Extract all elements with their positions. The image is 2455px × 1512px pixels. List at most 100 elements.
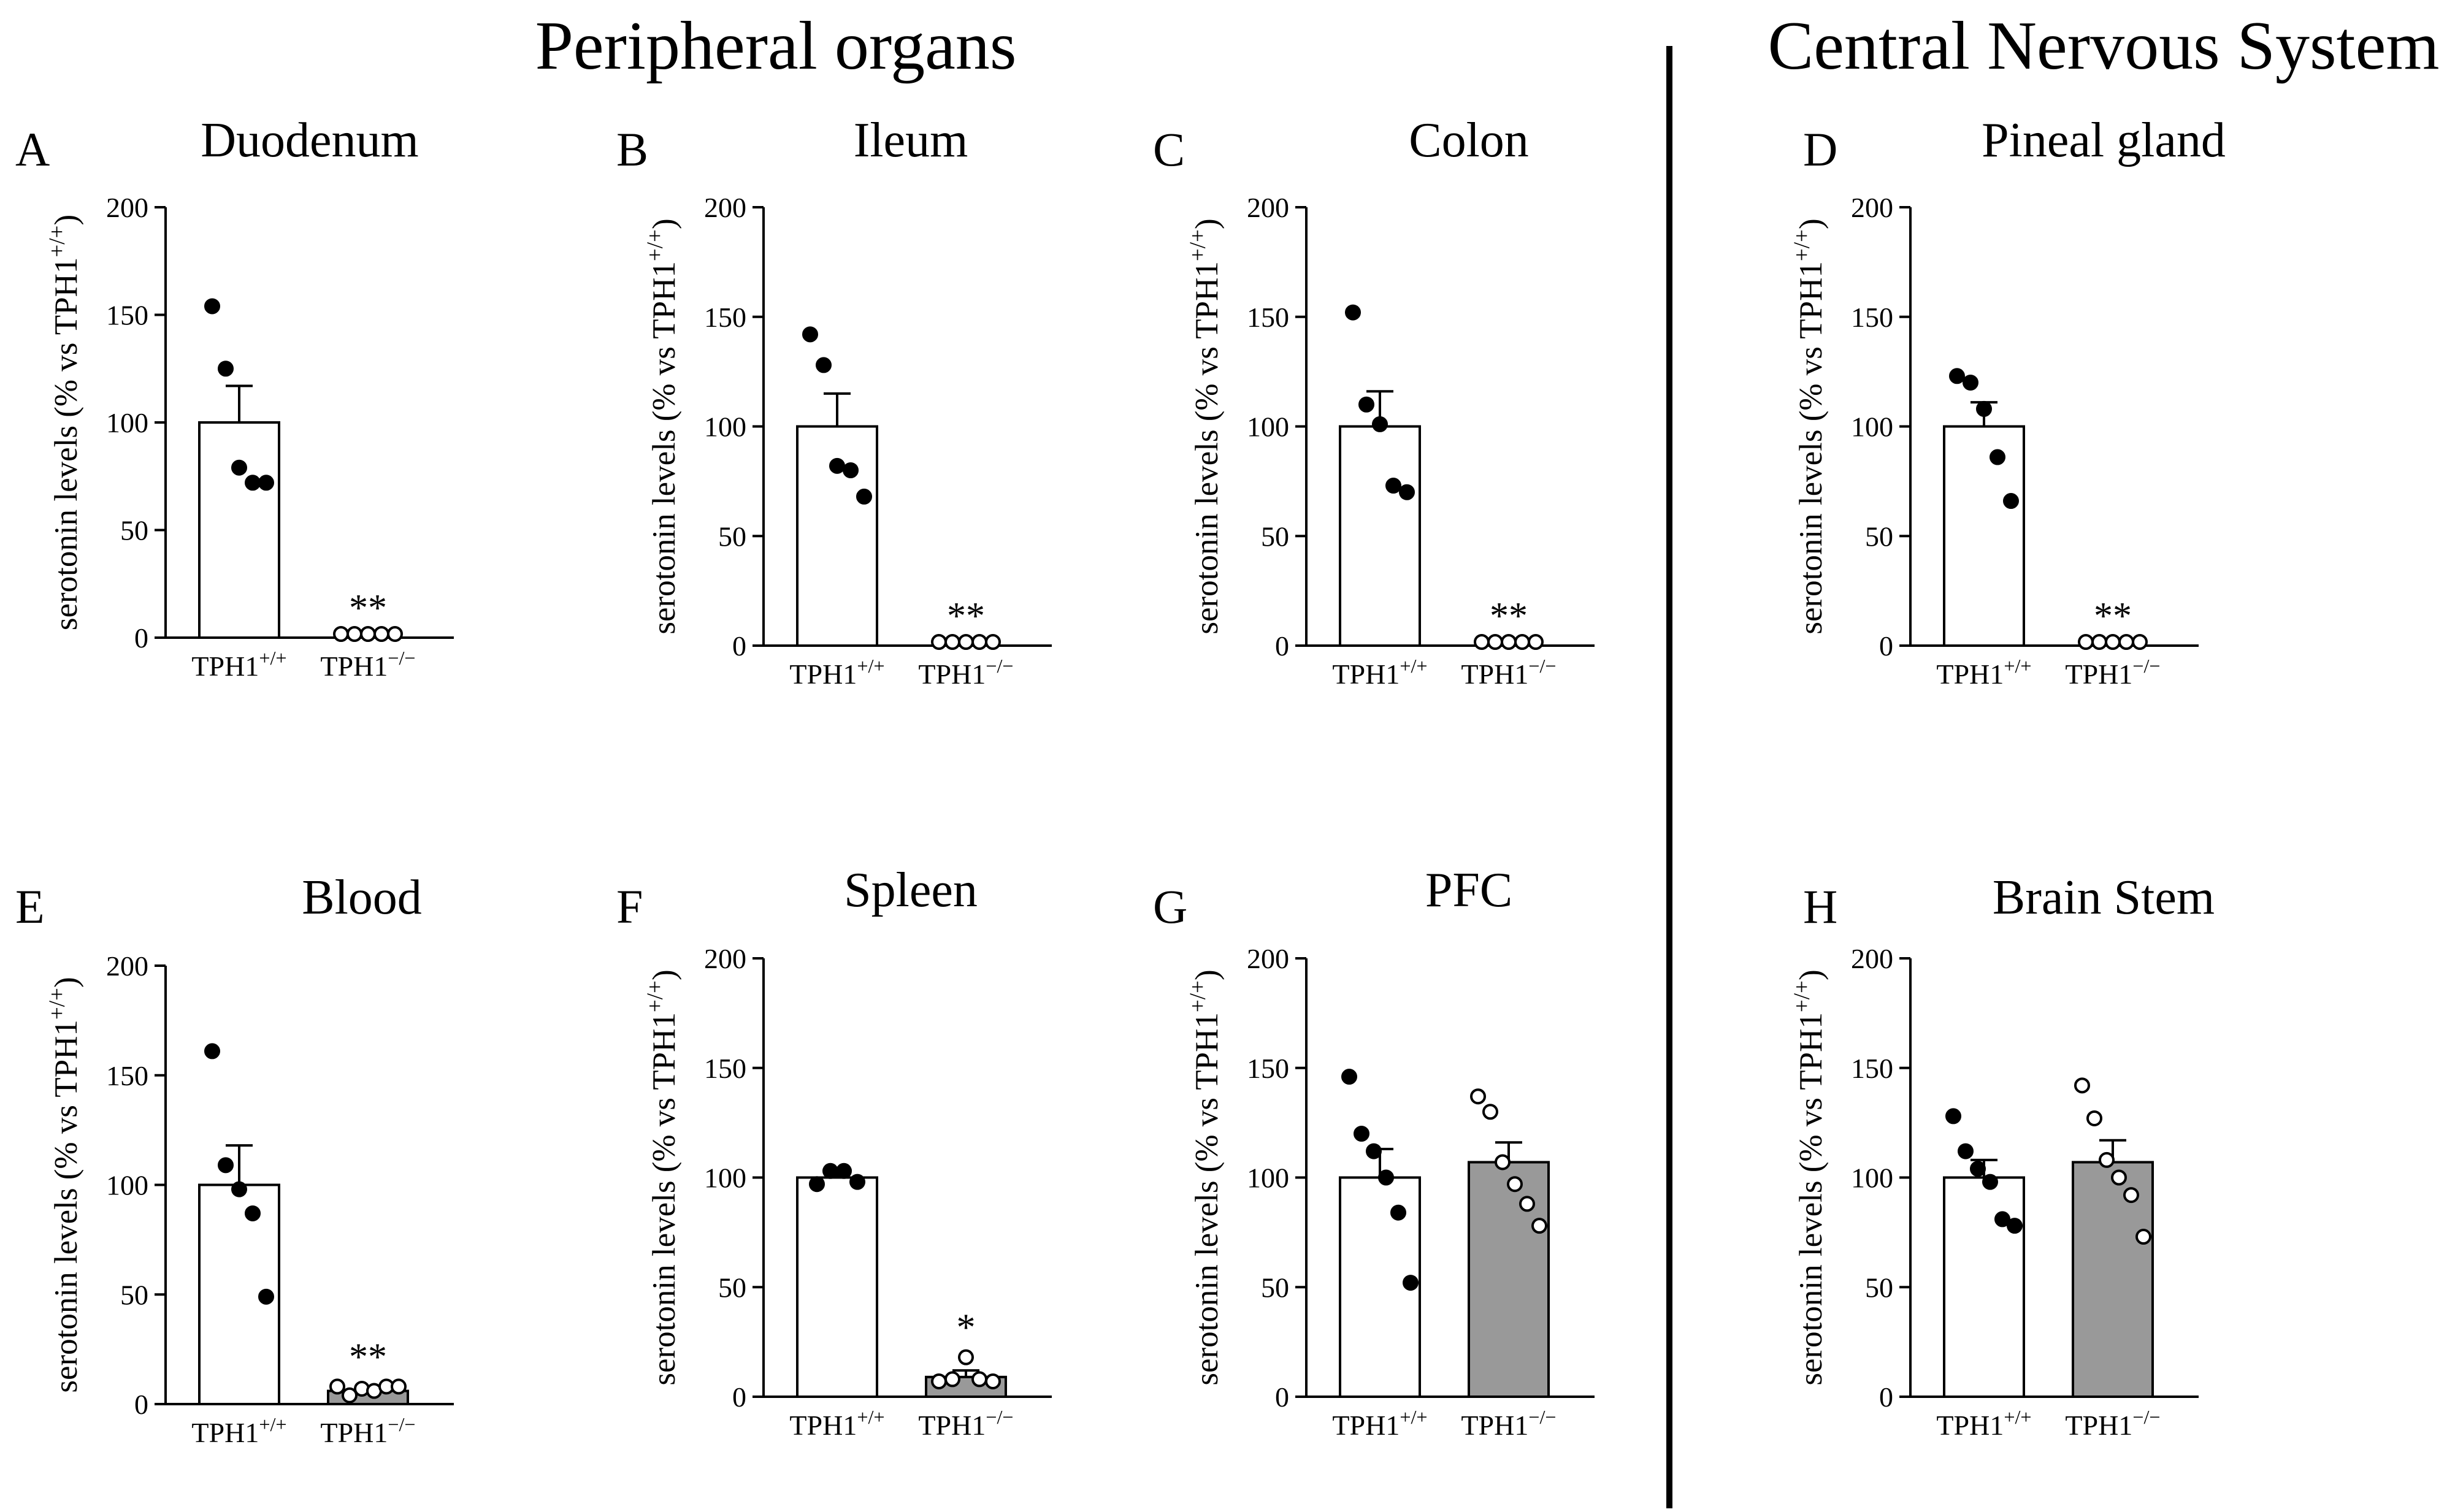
data-point (1507, 1176, 1523, 1193)
data-point (1358, 396, 1374, 413)
data-point (2091, 634, 2107, 650)
chart-panel-b: B Ileum serotonin levels (% vs TPH1+/+) 0 50… (616, 113, 1052, 690)
data-point (958, 634, 974, 650)
significance-marker: * (957, 1307, 976, 1349)
y-tick-label: 50 (1865, 1272, 1893, 1303)
data-point (849, 1174, 865, 1190)
y-tick-label: 0 (134, 622, 148, 654)
chart-panel-a: A Duodenum serotonin levels (% vs TPH1+/+)… (15, 113, 454, 682)
y-axis-label: serotonin levels (% vs TPH1+/+) (643, 969, 683, 1385)
y-tick-label: 50 (120, 515, 148, 546)
data-point (347, 626, 362, 642)
panel-title: Ileum (854, 113, 968, 167)
data-point (985, 1373, 1001, 1389)
data-point (218, 361, 234, 377)
panel-letter: G (1153, 880, 1187, 933)
data-point (2078, 634, 2094, 650)
x-category-label: TPH1−/− (320, 647, 415, 682)
data-point (2123, 1187, 2139, 1204)
bar (1943, 1176, 2025, 1398)
panel-title: PFC (1425, 863, 1512, 917)
panel-title: Spleen (844, 863, 978, 917)
panel-letter: D (1803, 123, 1837, 176)
panel-letter: C (1153, 123, 1185, 176)
data-point (1531, 1218, 1547, 1234)
y-tick-label: 100 (1851, 1163, 1893, 1194)
y-tick-label: 200 (1851, 192, 1893, 223)
data-point (391, 1378, 407, 1395)
data-point (333, 626, 349, 642)
data-point (1341, 1069, 1357, 1085)
x-category-label: TPH1+/+ (789, 1406, 884, 1441)
x-category-label: TPH1+/+ (1332, 655, 1427, 690)
y-tick-label: 200 (106, 192, 148, 223)
x-category-label: TPH1+/+ (1332, 1406, 1427, 1441)
y-tick-label: 150 (1851, 1053, 1893, 1084)
x-category-label: TPH1−/− (918, 655, 1013, 690)
x-category-label: TPH1−/− (1461, 655, 1556, 690)
bar (796, 1176, 878, 1398)
y-tick-label: 150 (1851, 302, 1893, 333)
data-point (245, 475, 261, 491)
data-point (1514, 634, 1530, 650)
data-point (1345, 304, 1361, 321)
x-category-label: TPH1+/+ (1936, 1406, 2031, 1441)
panel-title: Duodenum (201, 113, 419, 167)
y-tick-label: 200 (1851, 943, 1893, 974)
y-tick-label: 100 (1851, 411, 1893, 443)
panel-title: Blood (302, 871, 422, 925)
y-axis-label: serotonin levels (% vs TPH1+/+) (1790, 969, 1829, 1385)
data-point (1482, 1104, 1498, 1120)
data-point (931, 1373, 947, 1389)
significance-marker: ** (349, 587, 387, 629)
y-tick-label: 150 (704, 302, 746, 333)
data-point (802, 326, 818, 343)
y-axis-label: serotonin levels (% vs TPH1+/+) (45, 215, 85, 630)
data-point (1976, 400, 1992, 417)
x-category-label: TPH1−/− (2065, 655, 2160, 690)
y-tick-label: 0 (1879, 630, 1893, 662)
data-point (1487, 634, 1503, 650)
data-point (944, 1371, 960, 1388)
data-point (329, 1378, 345, 1395)
y-tick-label: 150 (1247, 1053, 1289, 1084)
y-tick-label: 150 (704, 1053, 746, 1084)
data-point (2135, 1229, 2151, 1245)
data-point (1403, 1275, 1419, 1291)
panel-title: Pineal gland (1982, 113, 2226, 167)
data-point (829, 457, 845, 474)
data-point (1366, 1143, 1382, 1159)
x-category-label: TPH1−/− (1461, 1406, 1556, 1441)
y-tick-label: 100 (1247, 411, 1289, 443)
data-point (218, 1157, 234, 1174)
y-tick-label: 50 (1261, 521, 1289, 552)
chart-panel-h: H Brain Stem serotonin levels (% vs TPH1+/… (1790, 871, 2215, 1441)
data-point (1372, 416, 1388, 432)
data-point (1519, 1196, 1535, 1212)
y-tick-label: 50 (1865, 521, 1893, 552)
bar (1943, 425, 2025, 647)
data-point (1474, 634, 1490, 650)
chart-panel-e: E Blood serotonin levels (% vs TPH1+/+) 0 50… (15, 871, 454, 1448)
panel-letter: H (1803, 880, 1837, 933)
data-point (231, 459, 247, 476)
data-point (931, 634, 947, 650)
y-tick-label: 200 (1247, 192, 1289, 223)
y-tick-label: 50 (718, 521, 746, 552)
data-point (1501, 634, 1517, 650)
significance-marker: ** (349, 1336, 387, 1378)
data-point (1390, 1204, 1406, 1221)
y-tick-label: 150 (106, 1060, 148, 1091)
y-tick-label: 100 (106, 1170, 148, 1201)
x-category-label: TPH1+/+ (191, 647, 286, 682)
x-category-label: TPH1+/+ (1936, 655, 2031, 690)
x-category-label: TPH1+/+ (191, 1413, 286, 1448)
data-point (1949, 368, 1965, 384)
data-point (1495, 1154, 1511, 1170)
significance-marker: ** (2094, 595, 2132, 637)
data-point (373, 626, 389, 642)
data-point (958, 1349, 974, 1365)
data-point (2118, 634, 2134, 650)
data-point (360, 626, 376, 642)
